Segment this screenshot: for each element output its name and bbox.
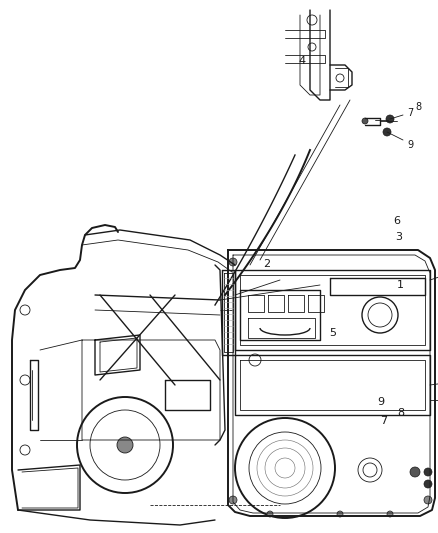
Circle shape xyxy=(229,258,237,266)
Circle shape xyxy=(387,511,393,517)
Text: 9: 9 xyxy=(378,398,385,407)
Circle shape xyxy=(267,511,273,517)
Text: 3: 3 xyxy=(395,232,402,242)
Circle shape xyxy=(424,468,432,476)
Circle shape xyxy=(337,511,343,517)
Text: 9: 9 xyxy=(407,140,413,150)
Circle shape xyxy=(410,467,420,477)
Text: 6: 6 xyxy=(393,216,400,226)
Circle shape xyxy=(117,437,133,453)
Circle shape xyxy=(386,115,394,123)
Text: 8: 8 xyxy=(415,102,421,112)
Text: 8: 8 xyxy=(397,408,404,418)
Circle shape xyxy=(229,496,237,504)
Text: 2: 2 xyxy=(264,259,271,269)
Circle shape xyxy=(424,496,432,504)
Text: 1: 1 xyxy=(397,280,404,290)
Text: 4: 4 xyxy=(299,56,306,66)
Circle shape xyxy=(362,118,368,124)
Circle shape xyxy=(424,480,432,488)
Text: 7: 7 xyxy=(407,108,413,118)
Circle shape xyxy=(383,128,391,136)
Text: 7: 7 xyxy=(380,416,387,426)
Text: 5: 5 xyxy=(329,328,336,338)
